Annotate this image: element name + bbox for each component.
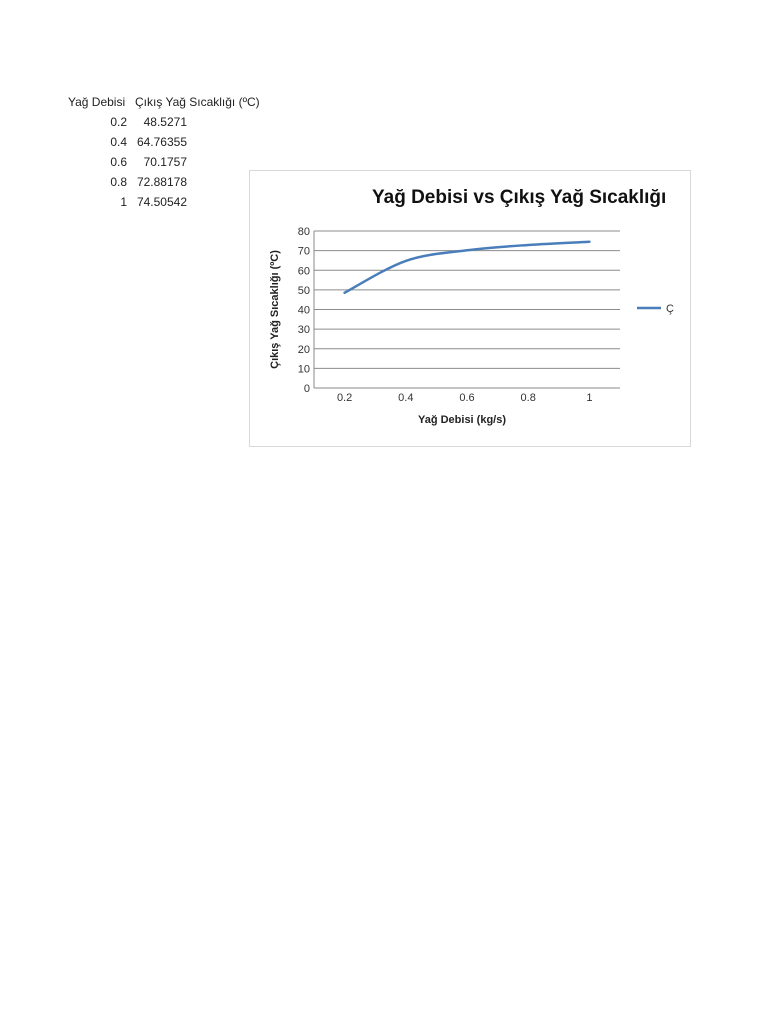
y-tick-label: 10 [298,363,310,375]
header-flow: Yağ Debisi [68,95,126,109]
cell-flow: 1 [120,195,127,209]
cell-flow: 0.8 [110,175,127,189]
y-tick-label: 40 [298,305,310,317]
y-axis-title: Çıkış Yağ Sıcaklığı (ºC) [269,250,281,369]
cell-flow: 0.4 [110,135,127,149]
x-axis-title: Yağ Debisi (kg/s) [418,414,506,426]
cell-temperature: 70.1757 [143,155,187,169]
y-tick-label: 70 [298,246,310,258]
header-temperature: Çıkış Yağ Sıcaklığı (ºC) [135,95,260,109]
y-tick-label: 50 [298,285,310,297]
x-tick-label: 0.6 [459,392,474,404]
legend-label: Ç [666,303,674,315]
cell-temperature: 64.76355 [136,135,187,149]
cell-temperature: 48.5271 [143,115,187,129]
chart-title: Yağ Debisi vs Çıkış Yağ Sıcaklığı [372,187,667,208]
chart-svg: 0 10 20 30 40 50 60 70 80 0.2 0.4 0.6 0.8 1 Yağ Debisi… [269,226,674,426]
cell-flow: 0.6 [110,155,127,169]
y-tick-label: 20 [298,344,310,356]
y-tick-label: 80 [298,226,310,238]
x-tick-label: 1 [586,392,592,404]
series-line [343,240,591,295]
x-tick-label: 0.4 [398,392,413,404]
chart[interactable]: Yağ Debisi vs Çıkış Yağ Sıcaklığı 0 10 20 3… [249,170,691,447]
cell-temperature: 72.88178 [136,175,187,189]
cell-temperature: 74.50542 [136,195,187,209]
x-tick-label: 0.2 [337,392,352,404]
x-tick-label: 0.8 [521,392,536,404]
cell-flow: 0.2 [110,115,127,129]
y-tick-label: 60 [298,265,310,277]
y-tick-label: 0 [304,383,310,395]
y-tick-label: 30 [298,324,310,336]
